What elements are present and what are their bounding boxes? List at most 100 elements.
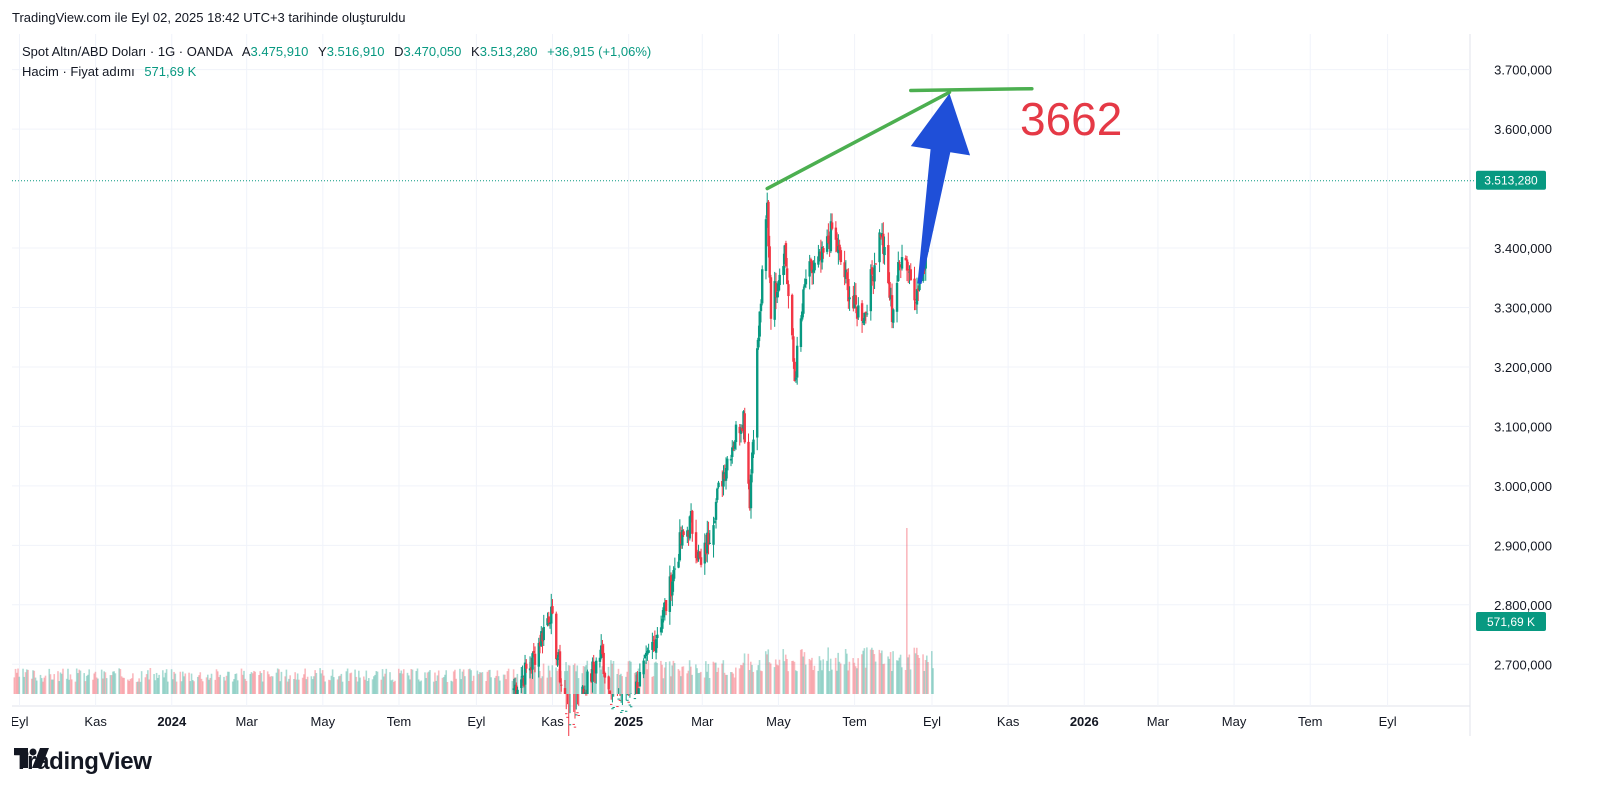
volume-bar bbox=[17, 668, 19, 694]
volume-bar bbox=[759, 670, 762, 694]
volume-bar bbox=[717, 667, 720, 694]
volume-bar bbox=[345, 671, 348, 694]
volume-bar bbox=[828, 671, 831, 694]
y-tick-label: 3.300,000 bbox=[1494, 301, 1552, 316]
volume-bar bbox=[730, 672, 732, 694]
open-value: 3.475,910 bbox=[250, 44, 309, 59]
candle-body bbox=[809, 259, 813, 262]
volume-bar bbox=[382, 676, 385, 694]
volume-bar bbox=[94, 671, 97, 694]
candle-body bbox=[913, 278, 916, 301]
volume-bar bbox=[511, 680, 514, 694]
volume-bar bbox=[348, 681, 350, 694]
symbol-label[interactable]: Spot Altın/ABD Doları · 1G · OANDA bbox=[22, 44, 233, 59]
volume-bar bbox=[102, 678, 104, 694]
volume-bar bbox=[660, 660, 662, 694]
volume-bar bbox=[311, 679, 314, 694]
price-chart[interactable]: 3.700,000 3.600,000 3.400,000 3.300,000 3.20… bbox=[12, 34, 1597, 736]
volume-bar bbox=[132, 673, 134, 694]
volume-bar bbox=[331, 669, 334, 694]
candle-body bbox=[573, 726, 577, 728]
volume-bar bbox=[50, 679, 53, 694]
volume-bar bbox=[848, 661, 851, 694]
volume-bar bbox=[356, 681, 359, 694]
candle-body bbox=[659, 627, 663, 633]
volume-bar bbox=[52, 679, 54, 694]
candle-body bbox=[890, 295, 894, 323]
volume-bar bbox=[731, 672, 733, 694]
chart-frame[interactable]: 3.700,000 3.600,000 3.400,000 3.300,000 3.20… bbox=[12, 34, 1597, 736]
volume-bar bbox=[555, 667, 557, 694]
candle-body bbox=[575, 714, 578, 716]
candle-body bbox=[634, 681, 638, 694]
candle-body bbox=[917, 288, 920, 291]
volume-bar bbox=[625, 676, 627, 694]
volume-bar bbox=[794, 670, 797, 694]
candle-body bbox=[897, 262, 900, 282]
volume-bar bbox=[289, 675, 291, 694]
candle-body bbox=[759, 303, 763, 312]
volume-bar bbox=[167, 681, 169, 694]
volume-bar bbox=[530, 667, 532, 694]
target-annotation: 3662 bbox=[1020, 93, 1122, 145]
candle-body bbox=[863, 312, 866, 321]
volume-bar bbox=[323, 675, 325, 694]
candle-body bbox=[749, 474, 753, 509]
volume-bar bbox=[241, 674, 244, 694]
volume-bar bbox=[546, 677, 549, 694]
candle-body bbox=[802, 289, 805, 314]
volume-bar bbox=[854, 666, 857, 694]
volume-bar bbox=[350, 672, 353, 694]
volume-bar bbox=[686, 673, 688, 694]
volume-bar bbox=[380, 679, 383, 694]
candle-body bbox=[747, 441, 750, 484]
y-tick-label: 3.100,000 bbox=[1494, 419, 1552, 434]
volume-bar bbox=[145, 674, 148, 694]
volume-bar bbox=[49, 674, 52, 694]
volume-bar bbox=[565, 661, 567, 694]
volume-bar bbox=[411, 669, 414, 694]
volume-bar bbox=[65, 678, 68, 694]
volume-bar bbox=[355, 676, 358, 694]
candle-body bbox=[540, 631, 543, 646]
candle-body bbox=[854, 295, 858, 305]
chart-background bbox=[12, 34, 1597, 736]
volume-bar bbox=[129, 679, 132, 694]
x-tick-label: 2026 bbox=[1070, 714, 1099, 729]
candle-body bbox=[869, 269, 873, 312]
low-value: 3.470,050 bbox=[403, 44, 462, 59]
volume-bar bbox=[821, 670, 823, 694]
volume-bar bbox=[120, 676, 123, 694]
tradingview-logo[interactable]: TradingView bbox=[14, 748, 152, 776]
candle-body bbox=[668, 576, 672, 612]
candle-body bbox=[703, 542, 706, 564]
volume-bar bbox=[209, 677, 212, 694]
candle-body bbox=[688, 516, 692, 539]
candle-body bbox=[647, 650, 650, 653]
volume-label[interactable]: Hacim · Fiyat adımı bbox=[22, 64, 135, 79]
volume-bar bbox=[112, 671, 114, 694]
volume-bar bbox=[817, 670, 819, 694]
y-tick-label: 3.600,000 bbox=[1494, 122, 1552, 137]
candle-body bbox=[838, 244, 841, 250]
volume-bar bbox=[600, 669, 602, 694]
tradingview-logo-icon bbox=[14, 748, 49, 768]
volume-bar bbox=[245, 680, 248, 694]
candle-body bbox=[785, 268, 789, 285]
volume-bar bbox=[43, 677, 46, 694]
volume-bar bbox=[206, 674, 209, 694]
volume-bar bbox=[254, 671, 257, 694]
candle-body bbox=[812, 269, 815, 273]
volume-bar bbox=[556, 670, 559, 694]
volume-bar bbox=[324, 681, 326, 694]
volume-bar bbox=[22, 668, 24, 694]
volume-bar bbox=[927, 662, 929, 694]
volume-bar bbox=[416, 668, 419, 694]
candle-body bbox=[598, 657, 602, 662]
candle-body bbox=[883, 247, 886, 256]
volume-bar bbox=[881, 650, 883, 694]
volume-bar bbox=[23, 676, 26, 694]
volume-bar bbox=[777, 665, 780, 694]
volume-bar bbox=[30, 678, 33, 694]
volume-bar bbox=[338, 676, 340, 694]
